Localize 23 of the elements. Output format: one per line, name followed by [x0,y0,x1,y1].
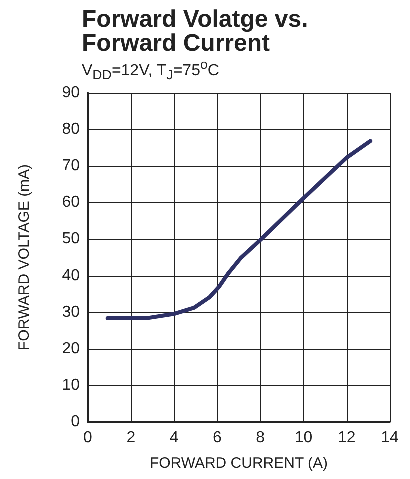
y-tick-label: 40 [62,266,80,284]
x-tick-label: 10 [294,429,313,446]
x-tick-label: 14 [381,429,399,446]
x-tick-label: 0 [84,429,93,446]
y-tick-label: 0 [71,413,80,430]
chart-subtitle: V$_{DD}$=12V, T$_{J}$=75$^{o}$C [82,56,220,85]
x-tick-label: 6 [212,429,222,446]
y-tick-label: 70 [62,157,80,174]
y-tick-label: 90 [62,84,80,102]
y-tick-label: 60 [62,194,80,211]
line-series [106,138,373,320]
y-axis-title: FORWARD VOLTAGE (mA) [16,164,33,350]
y-tick-label: 50 [62,230,80,248]
y-tick-label: 30 [62,303,80,320]
x-axis-title: FORWARD CURRENT (A) [150,454,328,472]
x-tick-label: 12 [338,429,356,446]
x-tick-label: 2 [126,429,136,446]
y-tick-label: 80 [62,120,80,138]
y-tick-label: 20 [62,340,80,357]
chart-title: Forward Volatge vs. Forward Current [82,6,310,57]
x-tick-label: 8 [256,429,266,446]
y-tick-label: 10 [62,376,80,394]
x-tick-label: 4 [170,429,179,446]
